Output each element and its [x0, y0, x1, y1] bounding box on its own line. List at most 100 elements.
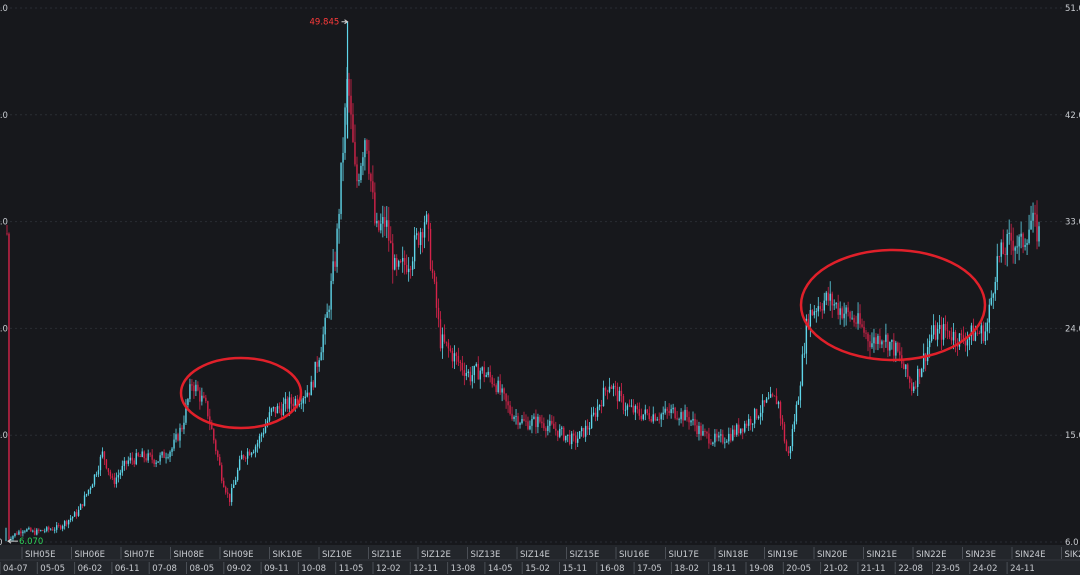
x-contract-label: SIZ15E [570, 550, 600, 560]
candle-body [28, 528, 30, 530]
candle-body [807, 318, 810, 327]
candle-body [161, 451, 163, 456]
candle-body [400, 261, 402, 262]
candle-body [219, 457, 221, 466]
candle-body [103, 451, 106, 460]
candle-body [592, 412, 595, 415]
candle-body [835, 303, 837, 305]
candle-body [982, 325, 985, 342]
candle-body [795, 404, 798, 422]
candle-body [1034, 212, 1036, 215]
candle-body [195, 384, 197, 392]
candle-body [171, 448, 173, 452]
candle-body [660, 414, 662, 420]
candle-body [143, 451, 145, 459]
candle-body [913, 386, 915, 391]
candle-body [994, 281, 996, 294]
candle-body [718, 435, 720, 438]
candle-body [274, 407, 277, 414]
x-date-label: 21-11 [861, 564, 886, 574]
candle-body [59, 525, 62, 529]
candle-body [413, 235, 416, 262]
candle-body [145, 458, 147, 461]
candle-body [302, 398, 304, 404]
candle-body [18, 531, 20, 535]
candle-body [473, 365, 475, 376]
candle-body [749, 418, 752, 425]
candle-body [272, 407, 275, 409]
candle-body [545, 428, 547, 431]
candle-body [276, 406, 279, 414]
candle-body [65, 521, 68, 525]
candle-body [537, 416, 539, 428]
candle-body [133, 460, 135, 465]
candle-body [751, 423, 754, 425]
candle-body [1022, 233, 1024, 248]
x-date-label: 05-05 [40, 564, 65, 574]
candle-body [992, 293, 994, 298]
candle-body [728, 433, 730, 442]
candle-body [14, 533, 16, 537]
candle-body [211, 423, 213, 430]
candle-body [976, 332, 979, 334]
x-date-label: 04-07 [3, 564, 28, 574]
y-tick-label: 51.0 [1065, 4, 1080, 14]
candle-body [630, 405, 633, 407]
candle-body [431, 269, 434, 273]
candle-body [831, 293, 833, 306]
candle-body [123, 460, 126, 466]
candle-body [127, 460, 129, 464]
candle-body [449, 348, 452, 351]
y-tick-label: 6.0 [1065, 538, 1079, 548]
highlight-ellipses [179, 248, 987, 430]
candle-body [744, 423, 746, 432]
candle-body [883, 341, 885, 343]
candle-body [290, 397, 293, 404]
candle-body [266, 420, 269, 426]
candle-body [356, 164, 358, 182]
x-date-label: 09-02 [227, 564, 252, 574]
candle-body [823, 300, 825, 311]
candle-body [20, 531, 22, 534]
candle-body [903, 363, 905, 370]
candle-body [332, 261, 334, 281]
candle-body [1038, 226, 1040, 242]
candle-body [111, 476, 114, 478]
min-price-label: 6.070 [19, 537, 43, 547]
candle-body [974, 332, 977, 341]
candle-body [712, 442, 714, 445]
candle-body [505, 393, 507, 402]
candle-body [531, 418, 533, 426]
candle-body [197, 384, 199, 391]
candle-body [698, 425, 700, 434]
candle-body [326, 312, 328, 318]
candle-body [147, 453, 149, 461]
candle-body [358, 180, 360, 182]
candle-body [61, 526, 64, 529]
x-date-label: 15-11 [563, 564, 588, 574]
candle-body [425, 214, 428, 223]
candle-body [1030, 220, 1032, 230]
candle-body [938, 325, 941, 329]
candle-body [445, 341, 448, 343]
candle-body [535, 416, 537, 428]
candle-body [372, 181, 374, 193]
x-date-label: 18-11 [712, 564, 737, 574]
y-tick-label-left: 33.0 [0, 218, 8, 228]
candle-body [485, 375, 487, 377]
candle-body [139, 455, 141, 457]
candle-body [179, 427, 181, 441]
candle-body [328, 309, 330, 313]
x-date-label: 23-05 [936, 564, 961, 574]
candle-body [875, 337, 877, 344]
candle-body [348, 79, 350, 96]
candle-body [674, 407, 676, 419]
candle-body [819, 306, 821, 310]
candle-body [590, 414, 593, 429]
candle-body [588, 428, 591, 430]
candle-body [390, 240, 392, 244]
candle-body [121, 465, 124, 473]
candle-body [787, 450, 790, 454]
candle-body [779, 402, 782, 419]
